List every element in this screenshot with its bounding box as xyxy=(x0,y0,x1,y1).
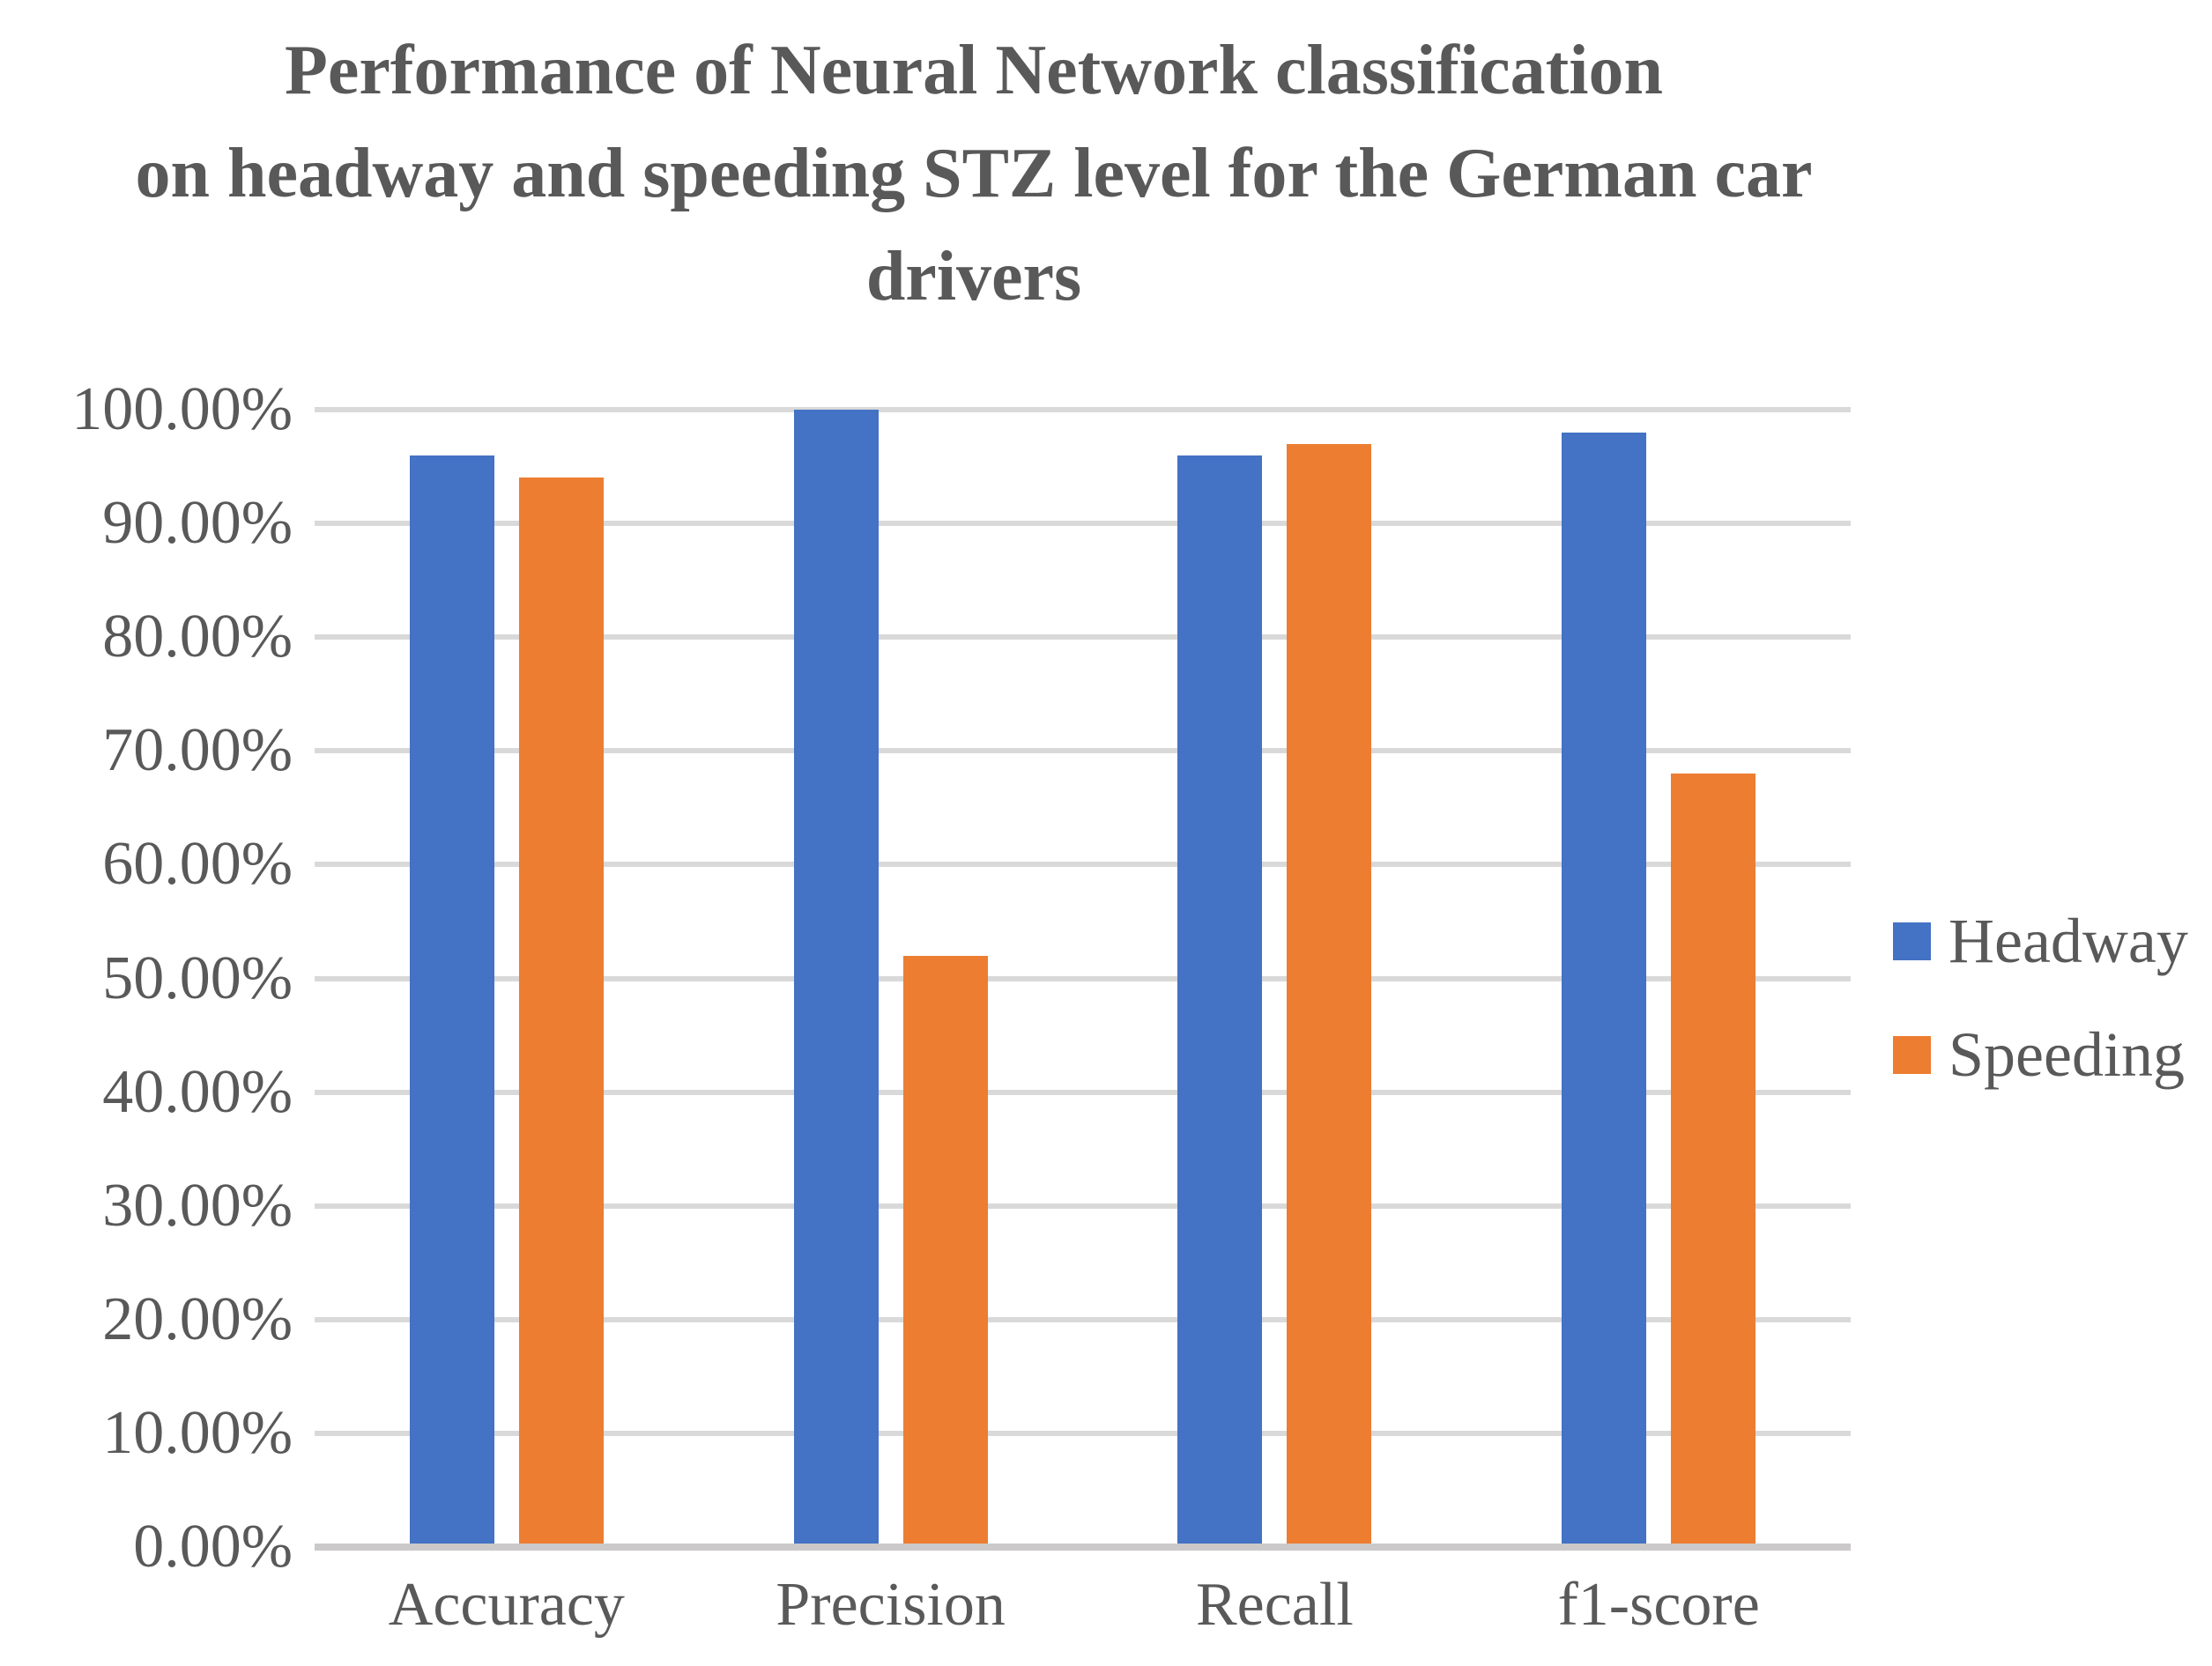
bar-speeding-precision xyxy=(902,955,988,1547)
gridline-30 xyxy=(315,1203,1851,1209)
gridline-70 xyxy=(315,748,1851,754)
bar-speeding-accuracy xyxy=(518,478,604,1547)
gridline-20 xyxy=(315,1316,1851,1322)
legend-item-headway: Headway xyxy=(1893,900,2188,981)
bar-headway-precision xyxy=(793,410,879,1547)
legend-label-headway: Headway xyxy=(1948,906,2188,976)
y-axis-tick-label: 10.00% xyxy=(102,1398,293,1467)
legend-swatch-headway xyxy=(1893,922,1931,960)
gridline-90 xyxy=(315,521,1851,527)
chart-title: Performance of Neural Network classifica… xyxy=(40,19,1908,329)
gridline-50 xyxy=(315,975,1851,981)
y-axis-tick-label: 30.00% xyxy=(102,1171,293,1240)
gridline-60 xyxy=(315,862,1851,868)
bar-speeding-recall xyxy=(1287,443,1372,1547)
y-axis-tick-label: 20.00% xyxy=(102,1285,293,1353)
x-axis-category-label-precision: Precision xyxy=(776,1571,1006,1639)
y-axis-tick-label: 80.00% xyxy=(102,603,293,671)
y-axis-tick-label: 70.00% xyxy=(102,716,293,785)
y-axis-tick-label: 0.00% xyxy=(133,1513,293,1581)
y-axis-tick-label: 90.00% xyxy=(102,489,293,558)
gridline-10 xyxy=(315,1430,1851,1436)
bar-headway-f1-score xyxy=(1562,432,1647,1547)
x-axis-line xyxy=(315,1544,1851,1551)
bar-headway-accuracy xyxy=(409,455,494,1547)
y-axis-tick-label: 60.00% xyxy=(102,830,293,899)
legend-item-speeding: Speeding xyxy=(1893,1014,2188,1095)
bar-speeding-f1-score xyxy=(1671,774,1756,1547)
y-axis-tick-label: 50.00% xyxy=(102,944,293,1012)
gridline-40 xyxy=(315,1089,1851,1095)
y-axis-tick-label: 100.00% xyxy=(71,375,293,443)
chart-title-line-1: Performance of Neural Network classifica… xyxy=(285,32,1663,109)
gridline-80 xyxy=(315,634,1851,640)
legend-label-speeding: Speeding xyxy=(1948,1019,2185,1090)
chart-title-line-2: on headway and speeding STZ level for th… xyxy=(135,135,1813,212)
y-axis-tick-label: 40.00% xyxy=(102,1057,293,1126)
bar-headway-recall xyxy=(1177,455,1263,1547)
gridline-100 xyxy=(315,407,1851,412)
chart-title-line-3: drivers xyxy=(865,238,1082,315)
legend-swatch-speeding xyxy=(1893,1035,1931,1074)
legend: Headway Speeding xyxy=(1893,900,2188,1128)
x-axis-category-label-accuracy: Accuracy xyxy=(388,1571,625,1639)
x-axis-category-label-recall: Recall xyxy=(1195,1571,1354,1639)
x-axis-category-label-f1-score: f1-score xyxy=(1557,1571,1760,1639)
